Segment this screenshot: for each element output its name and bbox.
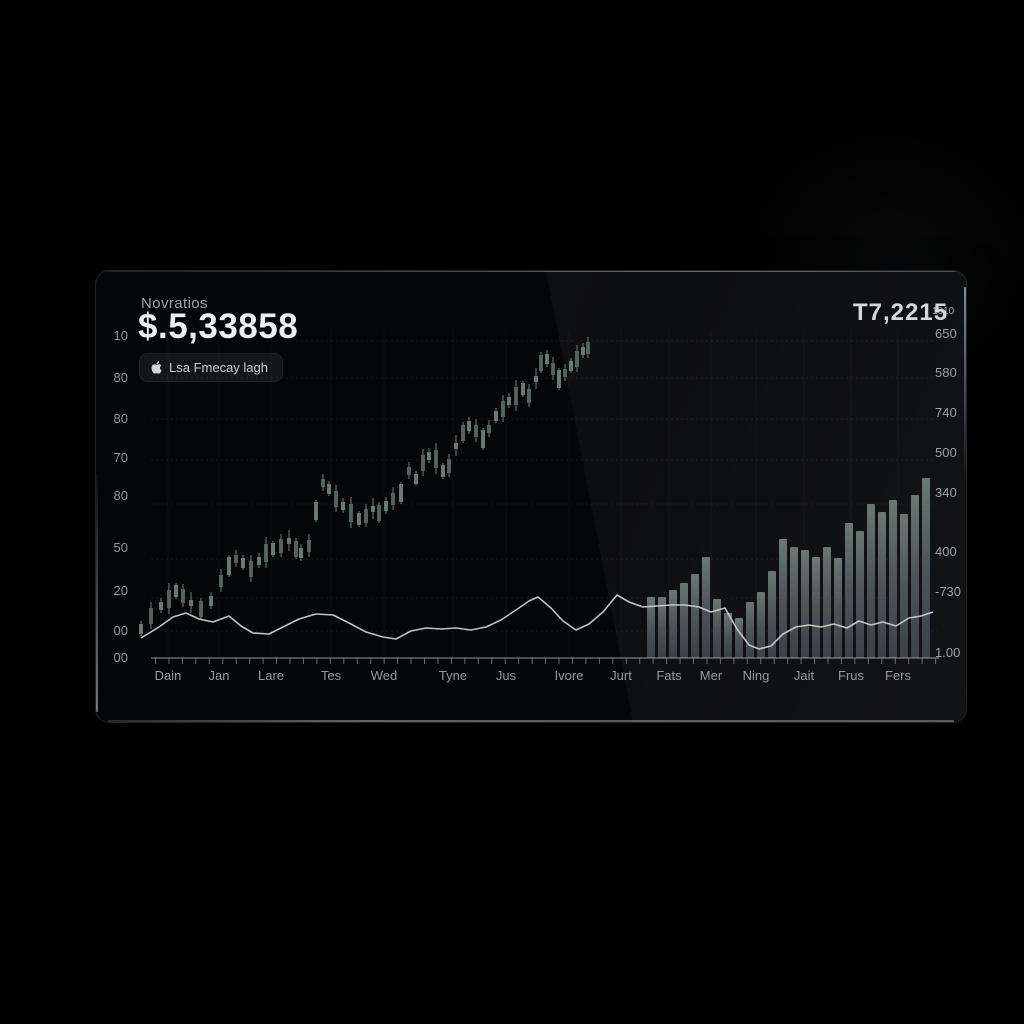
price-chart[interactable] bbox=[96, 271, 966, 722]
line-series bbox=[140, 594, 934, 650]
candlestick-series bbox=[139, 337, 590, 636]
info-badge[interactable]: Lsa Fmecay lagh bbox=[139, 353, 283, 382]
x-axis-line bbox=[151, 657, 939, 664]
chart-card: 10 80 80 70 80 50 20 00 00 1010 650 580 740 500 340 40… bbox=[95, 270, 967, 723]
price-value: $.5,33858 bbox=[138, 307, 299, 346]
instrument-name: Novratios bbox=[141, 295, 208, 312]
ticker-value: T7,2215 bbox=[853, 299, 949, 326]
badge-label: Lsa Fmecay lagh bbox=[169, 360, 268, 375]
apple-icon bbox=[151, 361, 162, 374]
